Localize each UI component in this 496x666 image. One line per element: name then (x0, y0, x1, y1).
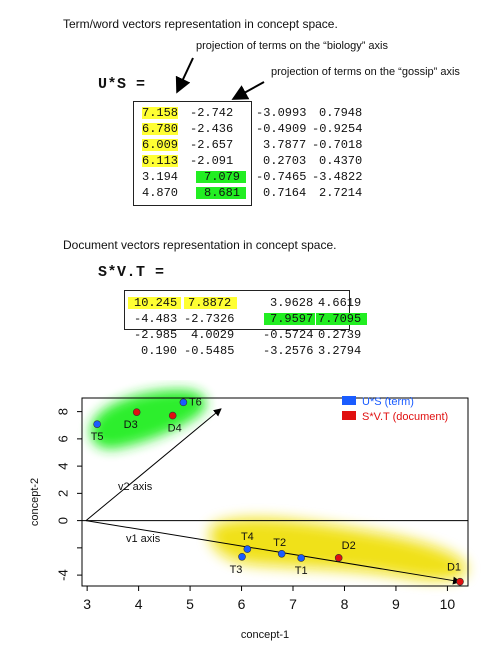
x-tick-label: 5 (186, 596, 194, 612)
y-tick-label: 0 (55, 517, 70, 524)
svt-cell: 0.2739 (318, 328, 362, 342)
us-cell: 0.7948 (319, 106, 363, 120)
us-cell: -0.7018 (312, 138, 363, 152)
point-label-d1: D1 (447, 562, 461, 574)
point-d2 (334, 554, 343, 562)
svt-cell: -0.5485 (184, 344, 235, 358)
us-cell: -0.4909 (256, 122, 307, 136)
x-tick-label: 8 (341, 596, 349, 612)
x-tick-label: 10 (440, 596, 456, 612)
us-cell: 6.780 (142, 122, 179, 136)
point-label-t2: T2 (273, 537, 286, 549)
v2-axis-label: v2 axis (118, 481, 153, 493)
x-tick-label: 3 (83, 596, 91, 612)
gossip-axis-note: projection of terms on the “gossip” axis (271, 66, 460, 78)
svt-label: S*V.T = (98, 264, 165, 281)
legend-swatch (342, 411, 356, 420)
us-cell: 3.194 (142, 170, 179, 184)
point-t2 (277, 549, 286, 558)
us-cell: -2.436 (190, 122, 234, 136)
y-tick-label: -4 (55, 569, 70, 581)
point-t3 (238, 553, 246, 561)
point-d4 (168, 411, 177, 420)
svt-cell: 10.245 (128, 297, 182, 309)
y-tick-label: 6 (55, 435, 70, 442)
point-t1 (297, 554, 305, 562)
svt-matrix-box (124, 290, 350, 330)
x-tick-label: 9 (392, 596, 400, 612)
us-cell: 8.681 (196, 187, 247, 199)
note-arrows (175, 57, 265, 100)
topic-cluster-highlight-yellow (209, 518, 467, 581)
v1-axis-label: v1 axis (126, 533, 161, 545)
us-cell: -2.657 (190, 138, 234, 152)
point-d1 (456, 577, 464, 586)
us-cell: 7.079 (196, 171, 247, 183)
y-tick-label: 8 (55, 408, 70, 415)
us-label: U*S = (98, 76, 146, 93)
svt-cell: -0.5724 (263, 328, 314, 342)
x-tick-label: 4 (135, 596, 143, 612)
legend-entry: S*V.T (document) (362, 411, 448, 423)
us-matrix-box (133, 101, 252, 206)
us-cell: 7.158 (142, 106, 179, 120)
gossip-arrow (231, 81, 265, 100)
us-cell: 4.870 (142, 186, 179, 200)
svt-cell: 7.7095 (316, 313, 368, 325)
y-axis-label: concept-2 (29, 478, 41, 526)
legend-entry: U*S (term) (362, 396, 414, 408)
y-tick-label: 4 (55, 462, 70, 469)
us-cell: 0.4370 (319, 154, 363, 168)
us-cell: 2.7214 (319, 186, 363, 200)
point-label-d4: D4 (168, 423, 182, 435)
svt-cell: 0.190 (141, 344, 178, 358)
x-axis-label: concept-1 (241, 629, 289, 641)
us-cell: 3.7877 (263, 138, 307, 152)
point-label-t1: T1 (295, 565, 308, 577)
topic-cluster-highlight-green (90, 389, 207, 449)
biology-arrow (175, 57, 194, 94)
plot-frame (81, 397, 469, 587)
svt-cell: 7.9597 (264, 313, 316, 325)
us-cell: -0.7465 (256, 170, 307, 184)
document-heading: Document vectors representation in conce… (63, 238, 337, 252)
us-cell: 0.2703 (263, 154, 307, 168)
svt-cell: -4.483 (134, 312, 178, 326)
point-d3 (132, 408, 141, 416)
svt-cell: -2.7326 (184, 312, 235, 326)
us-cell: 0.7164 (263, 186, 307, 200)
biology-axis-note: projection of terms on the “biology” axi… (196, 40, 388, 52)
point-label-d3: D3 (124, 419, 138, 431)
legend-swatch (342, 396, 356, 405)
us-cell: 6.009 (142, 138, 179, 152)
svt-cell: 7.8872 (184, 297, 238, 309)
point-t6 (179, 398, 188, 407)
point-t4 (243, 545, 252, 553)
v2-axis-arrow (85, 408, 222, 521)
v1-axis-arrow (85, 520, 462, 585)
us-cell: -2.742 (190, 106, 234, 120)
svt-cell: 3.2794 (318, 344, 362, 358)
us-cell: -0.9254 (312, 122, 363, 136)
point-label-t4: T4 (241, 531, 254, 543)
point-label-t6: T6 (189, 396, 202, 408)
svt-cell: 4.6619 (318, 296, 362, 310)
us-cell: -3.4822 (312, 170, 363, 184)
us-cell: 6.113 (142, 154, 179, 168)
svt-cell: -2.985 (134, 328, 178, 342)
point-t5 (93, 420, 101, 428)
point-label-d2: D2 (342, 540, 356, 552)
point-label-t5: T5 (91, 431, 104, 443)
us-cell: -3.0993 (256, 106, 307, 120)
svt-cell: 4.0029 (191, 328, 235, 342)
us-cell: -2.091 (190, 154, 234, 168)
point-label-t3: T3 (230, 564, 243, 576)
y-tick-label: 2 (55, 490, 70, 497)
x-tick-label: 7 (289, 596, 297, 612)
concept-scatter-plot: 3 4 5 6 7 8 9 10 -4 0 2 4 6 8 concept-1 concept-2 v2 ax… (29, 389, 469, 641)
term-heading: Term/word vectors representation in conc… (63, 17, 338, 31)
x-tick-label: 6 (238, 596, 246, 612)
svt-cell: 3.9628 (270, 296, 314, 310)
svt-cell: -3.2576 (263, 344, 314, 358)
